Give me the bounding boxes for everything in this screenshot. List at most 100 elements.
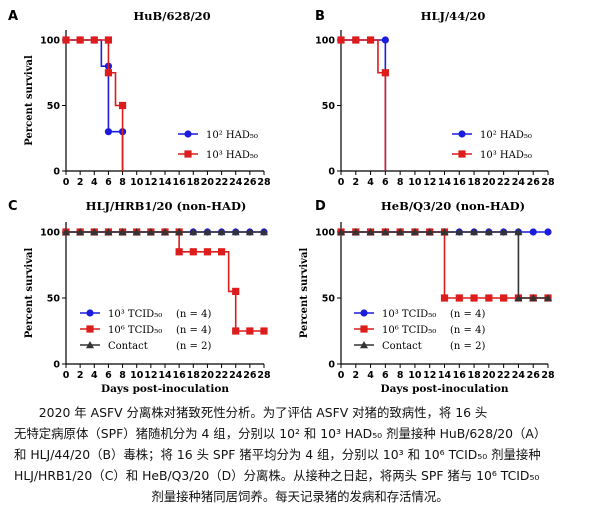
data-point: [175, 228, 184, 236]
x-tick-label: 4: [367, 370, 374, 381]
data-point: [132, 228, 141, 236]
data-point: [337, 228, 345, 236]
data-point: [246, 327, 254, 335]
legend-note: (n = 2): [176, 341, 211, 352]
x-tick-label: 0: [338, 177, 345, 188]
series-line: [341, 231, 548, 299]
x-tick-label: 12: [423, 177, 436, 188]
series-line: [66, 39, 124, 171]
y-axis-label: Percent survival: [24, 55, 35, 146]
data-point: [514, 294, 523, 302]
legend-label: 10² HAD₅₀: [480, 130, 532, 141]
series-3: [62, 228, 268, 236]
caption-line-5: 剂量接种猪同居饲养。每天记录猪的发病和存活情况。: [151, 489, 449, 504]
legend-marker: [86, 309, 94, 317]
data-point: [485, 294, 493, 302]
legend-marker: [360, 325, 368, 333]
x-tick-label: 4: [91, 370, 98, 381]
series-2: [337, 228, 552, 302]
data-point: [351, 228, 360, 236]
y-axis-label: Percent survival: [299, 248, 310, 339]
legend-note: (n = 4): [450, 309, 485, 320]
data-point: [352, 36, 360, 44]
series-line: [66, 231, 264, 332]
x-tick-label: 10: [130, 177, 144, 188]
caption-line-3: 和 HLJ/44/20（B）毒株；将 16 头 SPF 猪平均分为 4 组，分别…: [14, 447, 541, 462]
series-2: [62, 228, 268, 335]
data-point: [104, 228, 113, 236]
x-tick-label: 18: [467, 370, 481, 381]
chart-panel-d: D HeB/Q3/20 (non-HAD)0 2 4 6 8 10 12 14 16 18 20 22 2…: [299, 199, 555, 395]
legend: 10² HAD₅₀ 10³ HAD₅₀: [178, 130, 258, 161]
x-tick-label: 24: [229, 177, 243, 188]
legend-marker: [86, 325, 94, 333]
data-point: [104, 69, 113, 77]
x-tick-label: 16: [453, 370, 467, 381]
data-point: [484, 228, 493, 236]
data-point: [455, 228, 464, 236]
data-point: [381, 36, 389, 44]
data-point: [232, 327, 240, 335]
x-tick-label: 8: [119, 370, 126, 381]
legend: 10³ TCID₅₀ (n = 4) 10⁶ TCID₅₀ (n = 4) Contac…: [354, 309, 485, 352]
y-tick-label: 50: [322, 294, 336, 305]
data-point: [544, 228, 552, 236]
x-tick-label: 12: [144, 370, 157, 381]
x-tick-label: 16: [173, 370, 187, 381]
data-point: [245, 228, 254, 236]
series-2: [337, 36, 389, 171]
legend: 10³ TCID₅₀ (n = 4) 10⁶ TCID₅₀ (n = 4) Contac…: [80, 309, 211, 352]
data-point: [381, 69, 389, 77]
x-axis-label: Days post-inoculation: [101, 383, 229, 395]
legend-note: (n = 4): [176, 325, 211, 336]
data-point: [260, 327, 268, 335]
data-point: [90, 228, 99, 236]
x-tick-label: 16: [173, 177, 187, 188]
panel-title: HeB/Q3/20 (non-HAD): [381, 199, 525, 213]
x-tick-label: 4: [91, 177, 98, 188]
survival-figure: A HuB/628/200 2 4 6 8 10 12 14 16 18 20 22 24 26 280501…: [8, 9, 555, 395]
y-tick-label: 0: [328, 167, 335, 178]
panel-letter: C: [8, 199, 18, 214]
x-tick-label: 22: [215, 370, 228, 381]
data-point: [529, 228, 537, 236]
chart-panel-b: B HLJ/44/200 2 4 6 8 10 12 14 16 18 20 22 24 26 2805010…: [315, 9, 555, 188]
legend-label: Contact: [382, 341, 422, 352]
x-tick-label: 6: [382, 370, 389, 381]
data-point: [62, 36, 70, 44]
series-1: [337, 36, 389, 171]
data-point: [396, 228, 405, 236]
x-tick-label: 10: [408, 370, 422, 381]
panel-title: HuB/628/20: [133, 9, 210, 23]
data-point: [146, 228, 155, 236]
data-point: [470, 228, 479, 236]
legend-label: Contact: [108, 341, 148, 352]
data-point: [104, 36, 113, 44]
legend-note: (n = 2): [450, 341, 485, 352]
x-tick-label: 0: [63, 370, 70, 381]
x-tick-label: 4: [367, 177, 374, 188]
legend-label: 10² HAD₅₀: [206, 130, 258, 141]
data-point: [500, 294, 508, 302]
y-tick-label: 50: [322, 101, 336, 112]
series-line: [66, 39, 124, 171]
x-tick-label: 22: [497, 370, 510, 381]
data-point: [337, 36, 345, 44]
x-tick-label: 8: [119, 177, 126, 188]
x-tick-label: 28: [257, 177, 271, 188]
x-tick-label: 24: [512, 177, 526, 188]
data-point: [90, 36, 98, 44]
legend-note: (n = 4): [450, 325, 485, 336]
data-point: [76, 36, 84, 44]
x-tick-label: 20: [201, 370, 215, 381]
x-tick-label: 2: [77, 177, 84, 188]
x-tick-label: 2: [352, 177, 359, 188]
x-tick-label: 20: [201, 177, 215, 188]
legend-marker: [360, 341, 368, 349]
y-tick-label: 100: [40, 36, 60, 47]
data-point: [118, 101, 127, 110]
data-point: [366, 36, 375, 44]
series-line: [341, 231, 548, 299]
y-tick-label: 0: [53, 167, 60, 178]
legend-marker: [184, 130, 192, 138]
